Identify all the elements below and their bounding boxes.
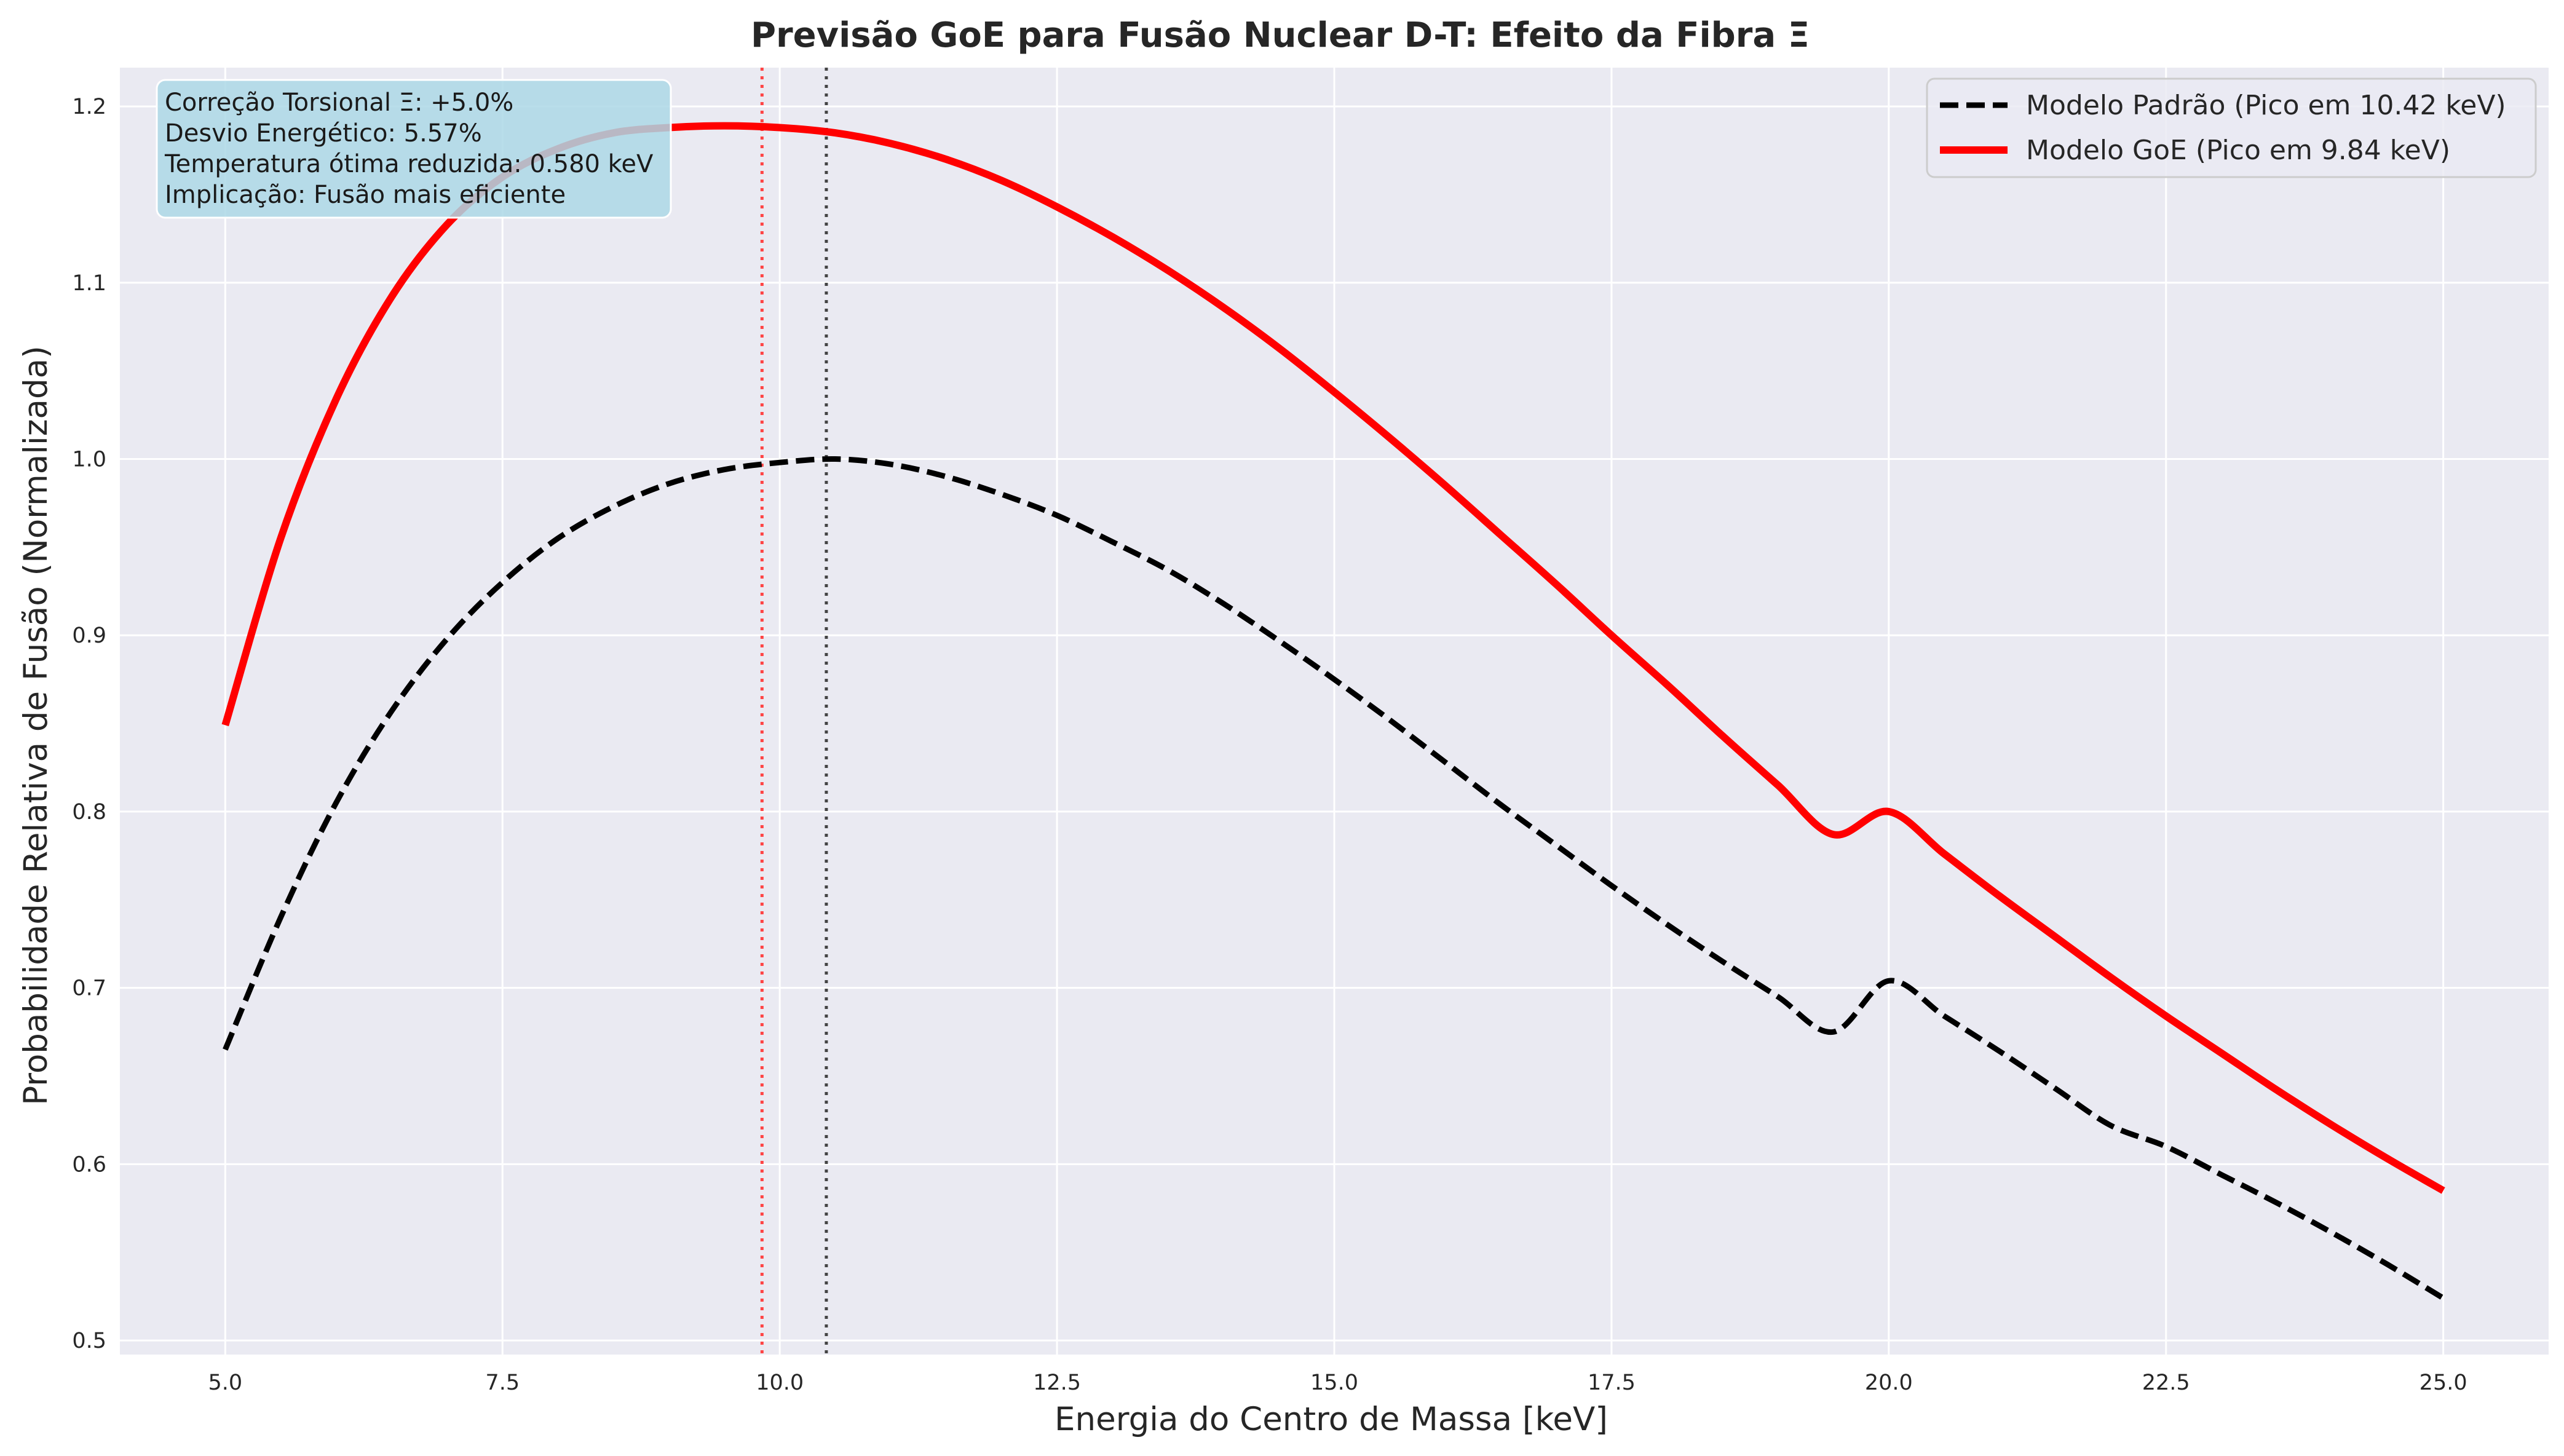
legend-label: Modelo Padrão (Pico em 10.42 keV) [2026, 90, 2506, 121]
annotation-line: Desvio Energético: 5.57% [165, 119, 482, 148]
legend-label: Modelo GoE (Pico em 9.84 keV) [2026, 135, 2450, 166]
y-axis-label: Probabilidade Relativa de Fusão (Normali… [17, 346, 55, 1106]
x-tick-label: 17.5 [1588, 1371, 1636, 1395]
chart-title: Previsão GoE para Fusão Nuclear D-T: Efe… [751, 15, 1810, 55]
y-tick-labels: 0.5 0.6 0.7 0.8 0.9 1.0 1.1 1.2 [72, 95, 106, 1353]
legend: Modelo Padrão (Pico em 10.42 keV) Modelo … [1926, 77, 2537, 178]
x-tick-label: 10.0 [756, 1371, 804, 1395]
y-tick-label: 0.6 [72, 1152, 106, 1177]
y-tick-label: 1.1 [72, 271, 106, 296]
x-tick-label: 22.5 [2142, 1371, 2190, 1395]
annotation-line: Implicação: Fusão mais eficiente [165, 181, 566, 209]
x-tick-label: 15.0 [1310, 1371, 1358, 1395]
y-tick-label: 1.0 [72, 448, 106, 472]
annotation-line: Temperatura ótima reduzida: 0.580 keV [164, 150, 654, 178]
y-tick-label: 0.7 [72, 976, 106, 1001]
series-line-1 [223, 456, 2445, 1301]
x-tick-label: 5.0 [208, 1371, 243, 1395]
x-tick-label: 20.0 [1865, 1371, 1913, 1395]
y-tick-label: 1.2 [72, 95, 106, 119]
x-tick-label: 12.5 [1033, 1371, 1081, 1395]
y-tick-label: 0.5 [72, 1329, 106, 1353]
x-tick-label: 25.0 [2420, 1371, 2467, 1395]
annotation-box: Correção Torsional Ξ: +5.0%Desvio Energé… [156, 79, 672, 219]
x-tick-labels: 5.0 7.5 10.0 12.5 15.0 17.5 20.0 22.5 25.0 [208, 1371, 2467, 1395]
y-tick-label: 0.9 [72, 623, 106, 648]
x-axis-label: Energia do Centro de Massa [keV] [1054, 1401, 1608, 1438]
annotation-background [156, 79, 672, 219]
legend-background [1926, 77, 2537, 178]
y-tick-label: 0.8 [72, 800, 106, 825]
x-tick-label: 7.5 [485, 1371, 520, 1395]
annotation-line: Correção Torsional Ξ: +5.0% [165, 89, 513, 117]
